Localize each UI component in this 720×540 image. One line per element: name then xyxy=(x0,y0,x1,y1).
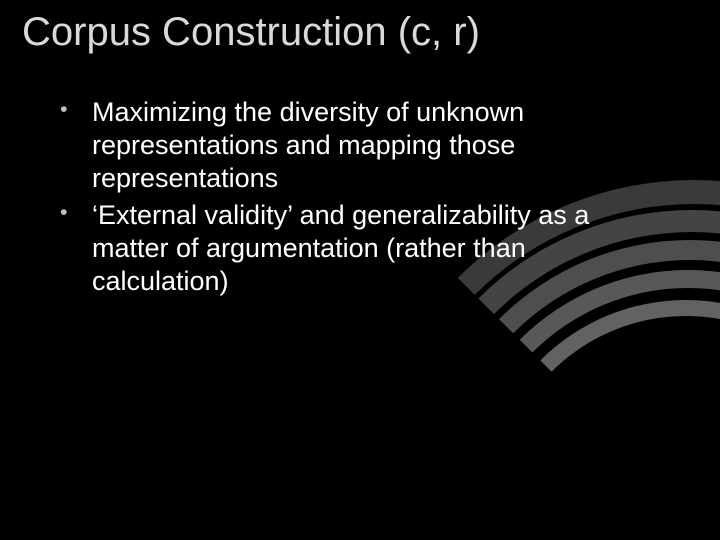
bullet-item: ‘External validity’ and generalizability… xyxy=(52,199,652,298)
bullet-list: Maximizing the diversity of unknown repr… xyxy=(52,96,652,298)
swirl-ring xyxy=(450,270,720,540)
swirl-ring xyxy=(480,300,720,540)
slide-title: Corpus Construction (c, r) xyxy=(22,10,682,55)
slide: Corpus Construction (c, r) Maximizing th… xyxy=(0,0,720,540)
slide-body: Maximizing the diversity of unknown repr… xyxy=(52,96,652,302)
bullet-item: Maximizing the diversity of unknown repr… xyxy=(52,96,652,195)
